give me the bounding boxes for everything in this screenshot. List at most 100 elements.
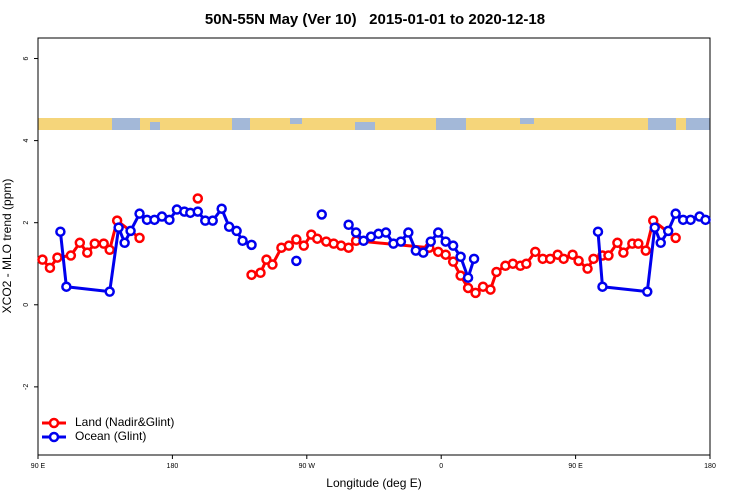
data-point (216, 203, 227, 214)
data-point (573, 255, 584, 267)
data-point (603, 250, 614, 261)
data-point (485, 284, 496, 295)
y-tick-label: 6 (23, 56, 30, 60)
data-point (558, 253, 569, 265)
data-point (119, 237, 130, 249)
data-point (343, 242, 354, 253)
data-point (291, 234, 302, 245)
data-point (640, 245, 652, 256)
data-point (642, 286, 653, 297)
data-point (61, 281, 72, 292)
ocean-strip (150, 122, 160, 130)
data-point (98, 238, 109, 249)
legend-label: Land (Nadir&Glint) (75, 415, 174, 429)
data-point (700, 214, 711, 226)
data-point (662, 225, 674, 237)
data-point (223, 221, 235, 233)
data-point (246, 239, 257, 251)
data-point (104, 286, 115, 297)
data-point (231, 225, 242, 237)
data-point (597, 281, 608, 292)
x-tick-label: 180 (167, 463, 179, 470)
data-point (670, 208, 681, 219)
ocean-strip (520, 118, 534, 124)
data-point (440, 236, 451, 247)
y-tick-label: 0 (23, 303, 30, 307)
surface-strip (38, 118, 710, 130)
data-point (470, 287, 481, 299)
data-point (521, 258, 532, 269)
data-point (618, 247, 629, 258)
data-point (192, 193, 204, 204)
data-point (312, 233, 323, 244)
data-point (425, 236, 436, 247)
plot-frame (37, 37, 711, 456)
data-point (491, 266, 502, 278)
data-point (462, 282, 474, 294)
data-point (530, 246, 541, 258)
data-point (649, 222, 660, 233)
data-point (134, 232, 145, 244)
data-point (125, 225, 136, 237)
data-point (37, 254, 48, 265)
data-point (655, 237, 666, 249)
x-tick-label: 90 W (299, 463, 316, 470)
data-point (418, 247, 429, 258)
data-point (468, 253, 480, 265)
data-point (358, 235, 369, 247)
data-point (592, 226, 604, 237)
data-point (291, 255, 302, 267)
data-point (582, 263, 593, 274)
data-point (113, 222, 124, 233)
data-point (44, 262, 56, 274)
data-point (685, 214, 696, 226)
y-tick-label: 2 (23, 221, 30, 225)
y-axis-label: XCO2 - MLO trend (ppm) (0, 179, 14, 314)
y-tick-label: 4 (23, 139, 30, 143)
x-tick-label: 90 E (568, 463, 583, 470)
data-point (52, 252, 63, 263)
data-point (567, 249, 578, 260)
data-point (82, 247, 93, 258)
data-point (612, 237, 623, 249)
data-point (283, 240, 295, 251)
chart-title: 50N-55N May (Ver 10) 2015-01-01 to 2020-… (205, 11, 545, 28)
legend-marker (48, 431, 60, 443)
data-point (350, 227, 362, 238)
data-point (192, 206, 204, 217)
data-point (255, 267, 266, 279)
data-point (633, 238, 644, 249)
data-point (237, 235, 248, 247)
ocean-strip (232, 118, 250, 130)
data-point (316, 209, 327, 220)
data-point (134, 208, 145, 219)
y-tick-label: -2 (23, 384, 30, 390)
data-point (164, 214, 175, 226)
data-point (395, 236, 407, 247)
data-point (74, 237, 86, 249)
data-point (447, 256, 459, 267)
legend-marker (48, 417, 60, 429)
data-point (447, 240, 459, 251)
data-point (55, 226, 66, 237)
data-point (267, 259, 278, 270)
data-point (246, 269, 257, 281)
data-point (432, 227, 444, 238)
ocean-strip (648, 118, 676, 130)
data-point (298, 240, 310, 251)
data-point (455, 251, 466, 263)
x-axis-label: Longitude (deg E) (326, 476, 421, 490)
data-point (89, 238, 100, 249)
data-point (65, 250, 77, 261)
data-point (380, 227, 392, 238)
data-point (588, 253, 599, 265)
data-point (440, 249, 451, 260)
data-point (104, 244, 115, 256)
x-tick-label: 90 E (31, 463, 46, 470)
data-point (343, 219, 354, 230)
data-point (544, 253, 556, 265)
x-tick-label: 180 (704, 463, 716, 470)
ocean-strip (686, 118, 710, 130)
legend-label: Ocean (Glint) (75, 429, 146, 443)
